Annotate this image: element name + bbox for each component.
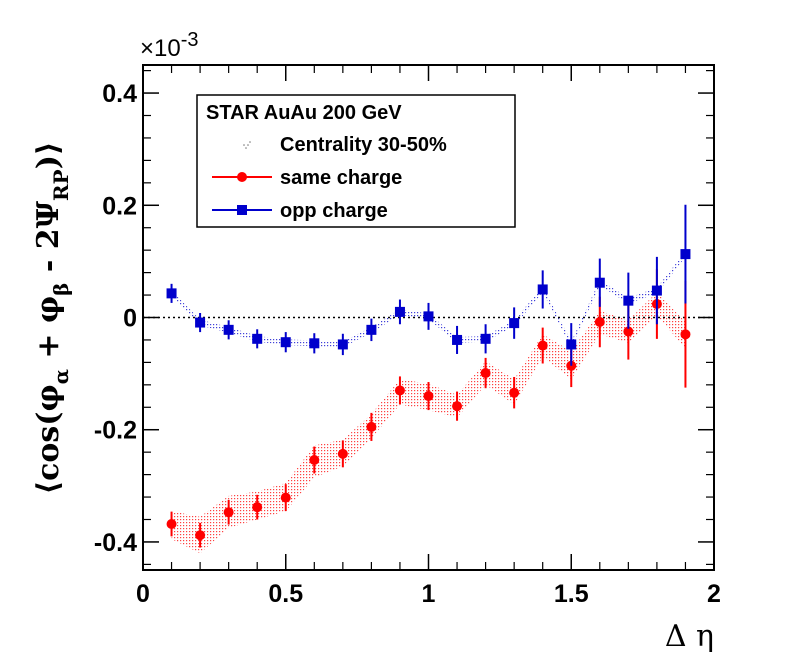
y-tick-label: -0.4 (94, 529, 137, 557)
data-point-same-charge (394, 385, 405, 396)
legend-opp-label: opp charge (280, 200, 388, 222)
data-point-opp-charge (394, 306, 405, 317)
data-series (166, 204, 691, 548)
legend-box (196, 94, 516, 228)
data-point-opp-charge (337, 339, 348, 350)
y-tick-label: 0.2 (102, 192, 137, 220)
legend-band-swatch (243, 141, 251, 149)
data-point-same-charge (537, 340, 548, 351)
data-point-opp-charge (566, 339, 577, 350)
legend-header: STAR AuAu 200 GeV (206, 102, 402, 124)
x-tick-label: 2 (707, 580, 721, 608)
y-tick-label: 0 (123, 305, 137, 333)
data-point-same-charge (623, 326, 634, 337)
axis-ticks: 0 0.5 1 1.5 2 -0.4 -0.2 0 0.2 0.4 (94, 65, 721, 608)
data-point-opp-charge (280, 337, 291, 348)
data-point-same-charge (680, 329, 691, 340)
data-point-opp-charge (366, 324, 377, 335)
data-point-same-charge (366, 421, 377, 432)
data-point-same-charge (280, 492, 291, 503)
data-point-same-charge (223, 507, 234, 518)
legend-same-label: same charge (280, 167, 402, 189)
data-point-opp-charge (680, 249, 691, 260)
data-point-opp-charge (309, 338, 320, 349)
y-exponent-label: ×10-3 (140, 29, 199, 62)
y-tick-label: 0.4 (102, 80, 137, 108)
data-point-opp-charge (509, 318, 520, 329)
x-tick-label: 1.5 (554, 580, 589, 608)
data-point-same-charge (452, 401, 463, 412)
data-point-opp-charge (252, 333, 263, 344)
data-point-opp-charge (223, 324, 234, 335)
x-tick-label: 0.5 (268, 580, 303, 608)
data-point-same-charge (252, 502, 263, 513)
x-tick-label: 0 (136, 580, 150, 608)
series-opp-charge (166, 204, 691, 366)
data-point-same-charge (480, 368, 491, 379)
band-same-charge (171, 292, 686, 554)
data-point-opp-charge (651, 285, 662, 296)
data-point-same-charge (594, 316, 605, 327)
x-tick-label: 1 (422, 580, 436, 608)
data-point-opp-charge (480, 333, 491, 344)
data-point-opp-charge (423, 311, 434, 322)
data-point-opp-charge (594, 277, 605, 288)
data-point-same-charge (195, 530, 206, 541)
y-axis-title: ⟨cos(φα + φβ - 2ΨRP)⟩ (31, 141, 73, 494)
data-point-opp-charge (452, 334, 463, 345)
data-point-same-charge (166, 518, 177, 529)
data-point-same-charge (337, 448, 348, 459)
data-point-opp-charge (195, 317, 206, 328)
data-point-same-charge (509, 387, 520, 398)
x-axis-title: Δ η (665, 619, 714, 654)
y-tick-label: -0.2 (94, 417, 137, 445)
legend-same-marker (237, 172, 247, 182)
uncertainty-bands (171, 251, 686, 554)
data-point-same-charge (423, 391, 434, 402)
legend-opp-marker (237, 205, 247, 215)
data-point-opp-charge (623, 295, 634, 306)
legend: STAR AuAu 200 GeV Centrality 30-50% same… (196, 94, 516, 228)
data-point-opp-charge (166, 288, 177, 299)
data-point-same-charge (309, 455, 320, 466)
legend-band-label: Centrality 30-50% (280, 134, 447, 156)
data-point-opp-charge (537, 284, 548, 295)
